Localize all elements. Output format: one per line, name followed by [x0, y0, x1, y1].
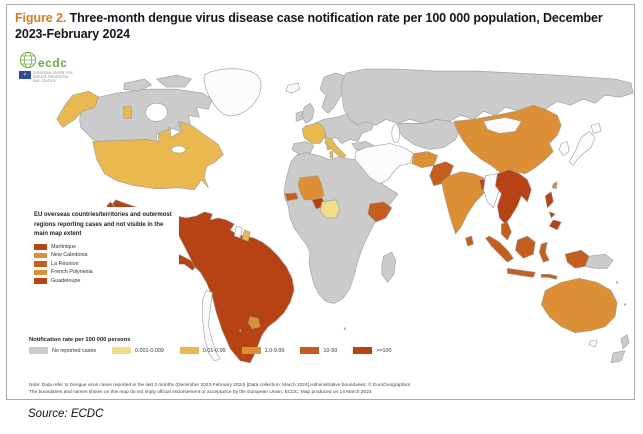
swatch-c1: [112, 347, 132, 354]
region-senegal: [284, 192, 299, 202]
swatch-c5: [353, 347, 373, 354]
region-middle-east: [354, 143, 415, 185]
region-malay-peninsula: [501, 221, 512, 241]
map-footnote: Note: Data refer to Dengue virus cases r…: [29, 382, 609, 397]
region-france: [301, 123, 327, 144]
overseas-legend-title: EU overseas countries/territories and ou…: [34, 212, 172, 238]
figure-title: Figure 2. Three-month dengue virus disea…: [7, 5, 634, 43]
rate-item-no-cases: No reported cases: [29, 347, 96, 354]
rate-item-c3: 1.0-9.99: [241, 347, 284, 354]
region-alaska: [56, 90, 100, 128]
figure-frame: Figure 2. Three-month dengue virus disea…: [6, 4, 635, 400]
region-philippines-luzon: [544, 191, 554, 209]
islet-dot-1: [239, 329, 242, 332]
great-lakes: [171, 145, 186, 154]
legend-item-guadeloupe: Guadeloupe: [34, 278, 174, 284]
legend-item-la-reunion: La Réunion: [34, 261, 174, 267]
swatch-no-cases: [29, 347, 48, 354]
region-sri-lanka: [465, 235, 474, 247]
region-canada-arctic-2: [123, 78, 152, 92]
region-java: [507, 267, 536, 278]
region-central-asia: [397, 119, 461, 150]
region-sardinia: [329, 151, 334, 158]
region-tasmania: [588, 340, 598, 348]
legend-item-french-polynesia: French Polynesia: [34, 269, 174, 275]
figure-label: Figure 2.: [15, 11, 67, 25]
islet-dot-2: [343, 327, 347, 330]
swatch-french-polynesia: [34, 269, 47, 276]
region-mongolia: [483, 117, 522, 134]
rate-legend-row: No reported cases 0.001-0.009 0.01-0.99 …: [29, 347, 449, 354]
swatch-la-reunion: [34, 261, 47, 267]
region-japan: [568, 131, 596, 166]
hudson-bay: [145, 102, 168, 122]
ecdc-logo: ecdc ✶ European Centre for Disease Preve…: [19, 51, 89, 83]
region-australia: [540, 278, 618, 333]
region-new-zealand-south: [610, 350, 626, 364]
swatch-c4: [300, 347, 320, 354]
rate-item-c1: 0.001-0.009: [112, 347, 164, 354]
region-guyana: [233, 225, 243, 239]
region-lesser-sunda: [540, 274, 558, 280]
region-chile: [202, 290, 221, 362]
region-papua-new-guinea: [584, 253, 614, 269]
footnote-line-2: The boundaries and names shown on this m…: [29, 390, 372, 396]
swatch-c3: [241, 347, 261, 354]
region-philippines-visayas: [548, 211, 556, 219]
region-scandinavia: [319, 72, 349, 114]
region-hokkaido: [590, 123, 602, 134]
region-new-zealand-north: [620, 334, 630, 350]
region-small-territory-box: [123, 105, 132, 119]
swatch-new-caledonia: [34, 252, 47, 259]
region-madagascar: [381, 251, 397, 283]
rate-item-c4: 10-99: [300, 347, 337, 354]
region-canada-arctic-1: [156, 74, 192, 88]
region-suriname: [241, 229, 251, 242]
region-korea: [558, 141, 570, 156]
region-italy: [324, 137, 347, 159]
source-caption: Source: ECDC: [28, 408, 104, 420]
region-afghanistan: [411, 151, 438, 168]
caspian-sea: [391, 124, 401, 143]
footnote-line-1: Note: Data refer to Dengue virus cases r…: [29, 383, 411, 388]
region-sumatra: [485, 235, 514, 263]
region-philippines-mindanao: [548, 219, 562, 231]
legend-item-new-caledonia: New Caledonia: [34, 252, 174, 258]
ecdc-wordmark: ecdc: [38, 56, 68, 71]
region-sulawesi: [539, 241, 550, 263]
swatch-guadeloupe: [34, 278, 47, 284]
overseas-territories-legend: EU overseas countries/territories and ou…: [29, 207, 179, 291]
region-usa: [92, 122, 224, 191]
ecdc-globe-icon: [19, 51, 37, 69]
region-taiwan: [551, 181, 558, 190]
region-indochina: [495, 169, 532, 225]
region-china: [453, 104, 562, 174]
region-ethiopia: [367, 201, 393, 223]
rate-item-c2: 0.01-0.99: [179, 347, 226, 354]
region-india: [441, 171, 490, 235]
rate-legend-title: Notification rate per 100 000 persons: [29, 337, 131, 343]
figure-title-text: Three-month dengue virus disease case no…: [15, 11, 603, 42]
region-uruguay: [247, 316, 261, 329]
rate-legend: Notification rate per 100 000 persons No…: [29, 337, 449, 354]
region-borneo: [515, 235, 536, 259]
region-nigeria: [319, 199, 341, 219]
eu-flag-icon: ✶: [19, 71, 31, 79]
swatch-martinique: [34, 244, 47, 250]
ecdc-logo-subtext: European Centre for Disease Prevention a…: [33, 71, 73, 84]
legend-item-martinique: Martinique: [34, 244, 174, 250]
rate-item-c5: >=100: [353, 347, 391, 354]
region-iceland: [285, 82, 301, 94]
swatch-c2: [179, 347, 199, 354]
region-ireland: [295, 110, 303, 122]
region-uk: [301, 102, 315, 124]
islet-dot-4: [615, 281, 619, 284]
region-greenland: [203, 68, 262, 116]
islet-dot-3: [623, 303, 627, 306]
